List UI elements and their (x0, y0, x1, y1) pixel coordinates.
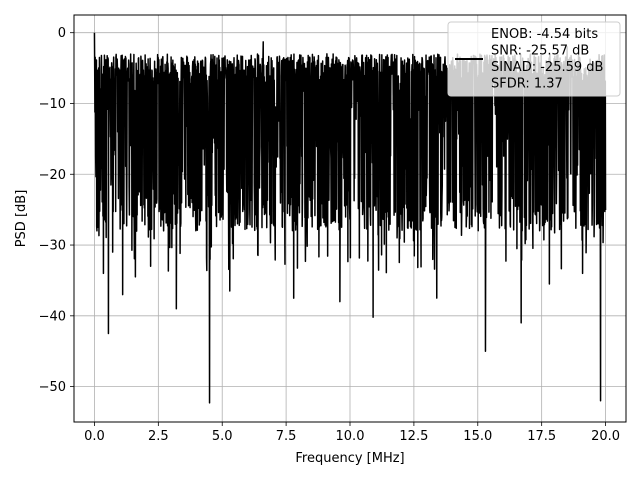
x-tick-label: 17.5 (527, 429, 556, 444)
x-tick-label: 7.5 (276, 429, 297, 444)
x-axis-ticks: 0.0 2.5 5.0 7.5 10.0 12.5 15.0 17.5 20.0 (84, 422, 620, 444)
legend-entry-sfdr: SFDR: 1.37 (491, 77, 563, 92)
legend-box (447, 21, 621, 97)
legend-entry-snr: SNR: -25.57 dB (491, 44, 589, 59)
x-tick-label: 12.5 (399, 429, 428, 444)
y-tick-label: −20 (39, 168, 66, 183)
x-tick-label: 0.0 (84, 429, 105, 444)
y-axis-ticks: 0 −10 −20 −30 −40 −50 (39, 26, 74, 395)
y-tick-label: −30 (39, 239, 66, 254)
y-tick-label: −10 (39, 97, 66, 112)
x-tick-label: 15.0 (463, 429, 492, 444)
y-tick-label: 0 (58, 26, 66, 41)
x-tick-label: 10.0 (336, 429, 365, 444)
legend-entry-sinad: SINAD: -25.59 dB (491, 60, 603, 75)
legend: ENOB: -4.54 bits SNR: -25.57 dB SINAD: -… (447, 21, 621, 97)
y-axis-label: PSD [dB] (14, 190, 29, 248)
x-tick-label: 20.0 (591, 429, 620, 444)
legend-entry-enob: ENOB: -4.54 bits (491, 27, 598, 42)
x-axis-label: Frequency [MHz] (295, 451, 404, 466)
y-tick-label: −50 (39, 380, 66, 395)
x-tick-label: 5.0 (212, 429, 233, 444)
x-tick-label: 2.5 (148, 429, 169, 444)
y-tick-label: −40 (39, 309, 66, 324)
